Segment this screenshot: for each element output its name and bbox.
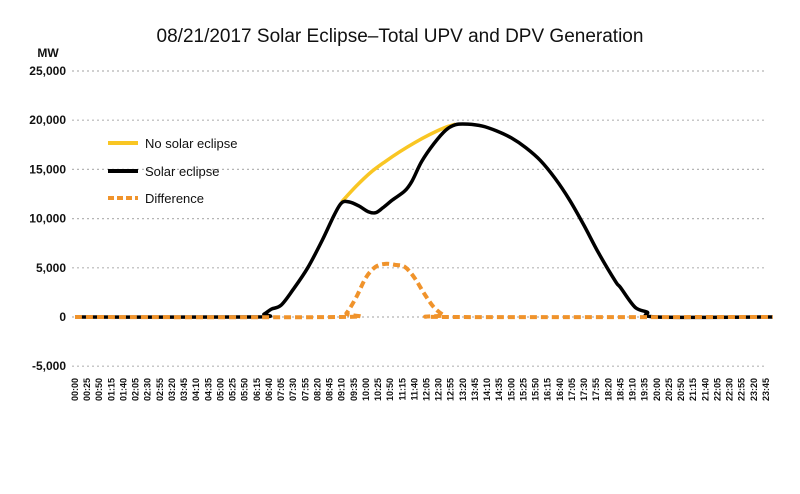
x-tick-label: 12:55 [446, 378, 456, 401]
x-tick-label: 10:25 [373, 378, 383, 401]
x-tick-label: 11:40 [409, 378, 419, 401]
y-tick-label: 15,000 [29, 162, 66, 176]
x-tick-label: 02:30 [143, 378, 153, 401]
x-tick-label: 07:55 [300, 378, 310, 401]
series-lines [74, 122, 773, 320]
x-tick-label: 07:30 [288, 378, 298, 401]
x-tick-label: 08:20 [312, 378, 322, 401]
x-tick-label: 05:50 [240, 378, 250, 401]
x-tick-label: 09:35 [349, 378, 359, 401]
x-tick-label: 10:00 [361, 378, 371, 401]
y-tick-label: 20,000 [29, 113, 66, 127]
x-tick-label: 06:15 [252, 378, 262, 401]
x-tick-label: 12:05 [422, 378, 432, 401]
x-tick-labels: 00:00 00:25 00:50 01:15 01:40 02:05 02:30 02:55… [70, 378, 771, 401]
x-tick-label: 12:30 [434, 378, 444, 401]
x-tick-label: 15:50 [531, 378, 541, 401]
legend-label-no-eclipse: No solar eclipse [145, 136, 238, 151]
x-tick-label: 17:55 [591, 378, 601, 401]
x-tick-label: 10:50 [385, 378, 395, 401]
series-solar-eclipse [74, 122, 773, 320]
legend: No solar eclipse Solar eclipse Differenc… [108, 136, 238, 206]
y-tick-labels: -5,000 0 5,000 10,000 15,000 20,000 25,000 [29, 64, 66, 373]
x-tick-label: 03:45 [179, 378, 189, 401]
x-tick-label: 19:35 [640, 378, 650, 401]
x-tick-label: 15:25 [518, 378, 528, 401]
x-tick-label: 13:45 [470, 378, 480, 401]
legend-label-difference: Difference [145, 191, 204, 206]
x-tick-label: 14:35 [494, 378, 504, 401]
x-tick-label: 21:15 [688, 378, 698, 401]
series-difference [74, 261, 773, 320]
x-tick-label: 13:20 [458, 378, 468, 401]
x-tick-label: 01:15 [106, 378, 116, 401]
y-tick-label: -5,000 [32, 359, 66, 373]
x-tick-label: 00:25 [82, 378, 92, 401]
x-tick-label: 19:10 [628, 378, 638, 401]
chart-title: 08/21/2017 Solar Eclipse–Total UPV and D… [157, 26, 644, 47]
x-tick-label: 02:55 [155, 378, 165, 401]
legend-label-eclipse: Solar eclipse [145, 164, 219, 179]
x-tick-label: 02:05 [131, 378, 141, 401]
y-tick-label: 25,000 [29, 64, 66, 78]
y-tick-label: 5,000 [36, 261, 66, 275]
y-tick-label: 10,000 [29, 212, 66, 226]
x-tick-label: 23:45 [761, 378, 771, 401]
x-tick-label: 18:45 [615, 378, 625, 401]
x-tick-label: 11:15 [397, 378, 407, 401]
x-tick-label: 23:20 [749, 378, 759, 401]
x-tick-label: 22:05 [712, 378, 722, 401]
y-axis-label: MW [37, 46, 59, 60]
x-tick-label: 17:05 [567, 378, 577, 401]
x-tick-label: 06:40 [264, 378, 274, 401]
x-tick-label: 20:00 [652, 378, 662, 401]
x-tick-label: 14:10 [482, 378, 492, 401]
x-tick-label: 22:55 [737, 378, 747, 401]
x-tick-label: 04:35 [203, 378, 213, 401]
series-no-solar-eclipse [340, 122, 457, 204]
x-tick-label: 07:05 [276, 378, 286, 401]
x-tick-label: 21:40 [700, 378, 710, 401]
x-tick-label: 04:10 [191, 378, 201, 401]
x-tick-label: 08:45 [325, 378, 335, 401]
x-tick-label: 09:10 [337, 378, 347, 401]
x-tick-label: 05:00 [215, 378, 225, 401]
x-tick-label: 00:00 [70, 378, 80, 401]
gridlines [72, 70, 766, 367]
x-tick-label: 15:00 [506, 378, 516, 401]
x-tick-label: 16:40 [555, 378, 565, 401]
x-tick-label: 20:50 [676, 378, 686, 401]
x-tick-label: 20:25 [664, 378, 674, 401]
x-tick-label: 05:25 [228, 378, 238, 401]
x-tick-label: 16:15 [543, 378, 553, 401]
x-tick-label: 03:20 [167, 378, 177, 401]
x-tick-label: 18:20 [603, 378, 613, 401]
x-tick-label: 00:50 [94, 378, 104, 401]
x-tick-label: 17:30 [579, 378, 589, 401]
x-tick-label: 22:30 [725, 378, 735, 401]
y-tick-label: 0 [59, 310, 66, 324]
x-tick-label: 01:40 [118, 378, 128, 401]
